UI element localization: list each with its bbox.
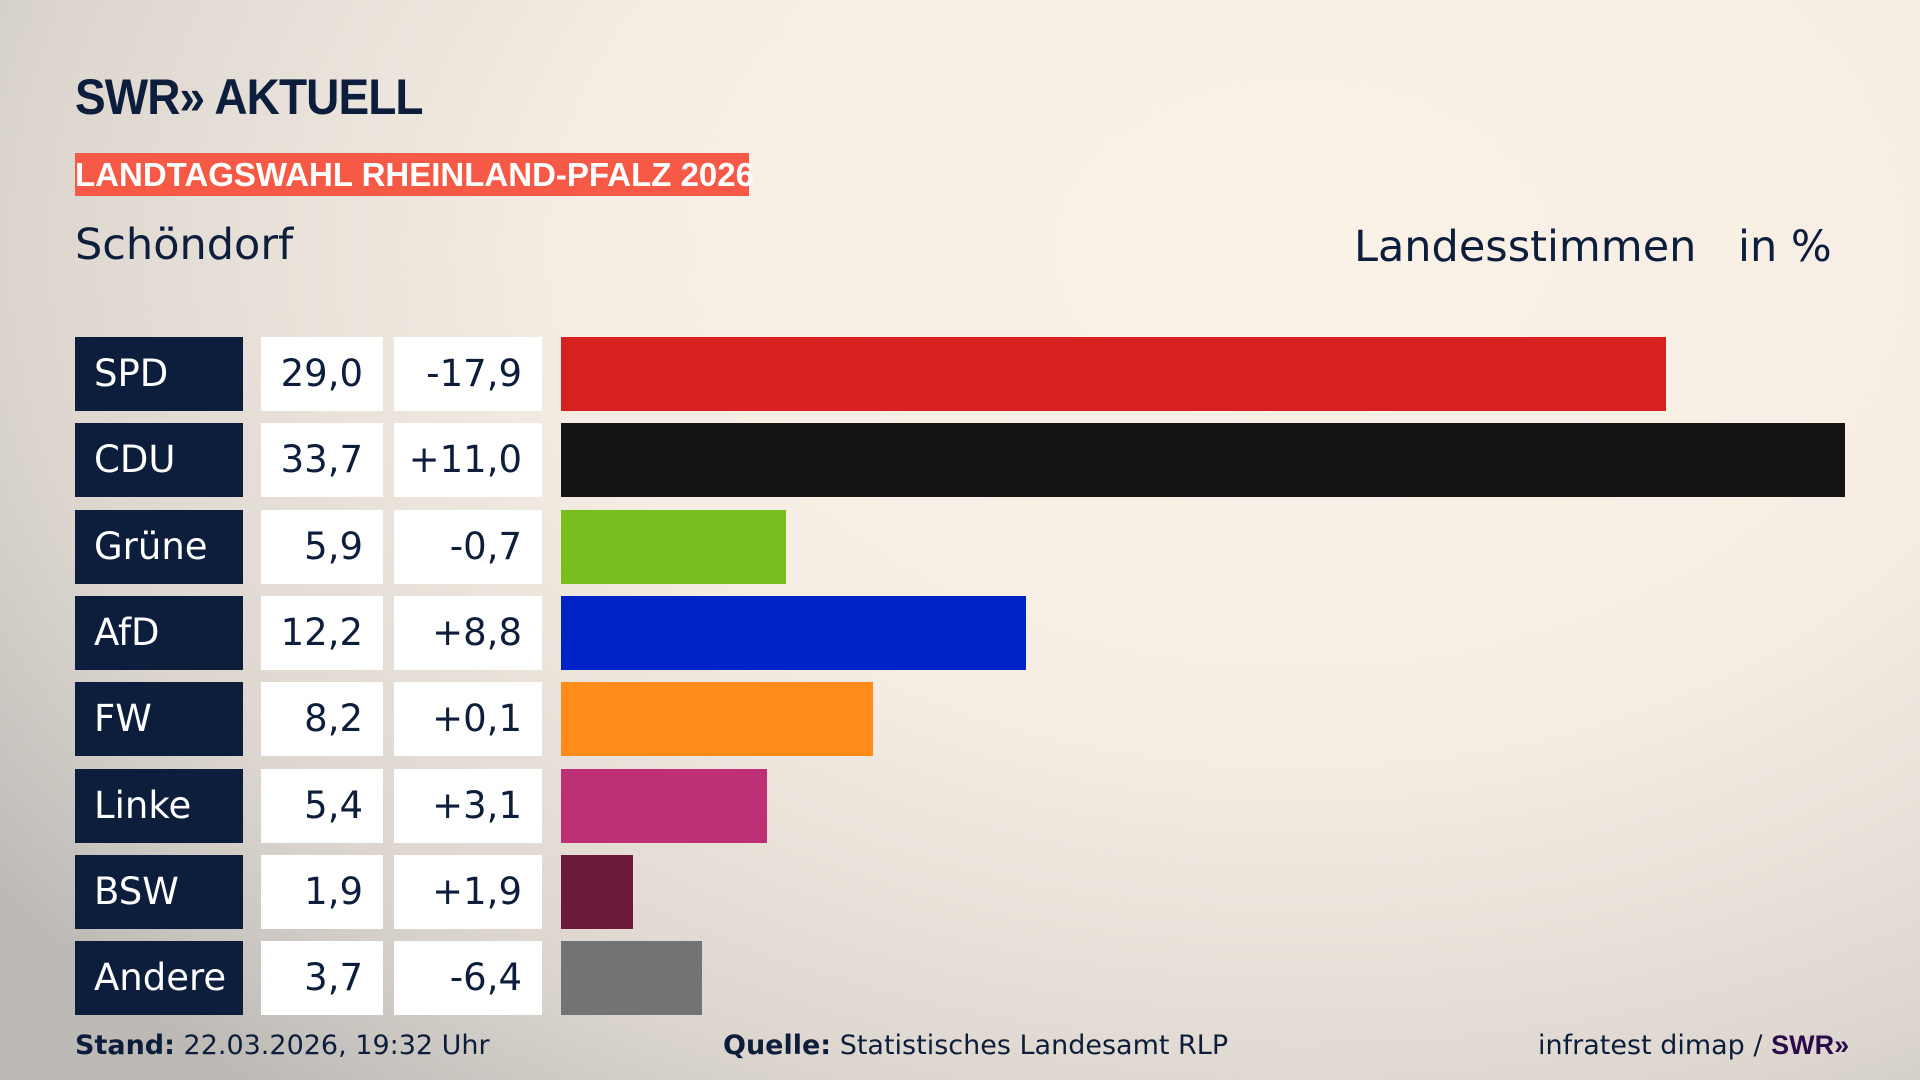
value-label: 29,0 (261, 337, 383, 411)
value-label: 12,2 (261, 596, 383, 670)
place-title: Schöndorf (75, 220, 294, 270)
party-label: SPD (75, 337, 243, 411)
diff-label: +8,8 (394, 596, 542, 670)
party-label: BSW (75, 855, 243, 929)
source: Quelle: Statistisches Landesamt RLP (723, 1030, 1228, 1061)
bar-bsw (561, 855, 634, 929)
diff-label: +3,1 (394, 769, 542, 843)
party-label: Andere (75, 941, 243, 1015)
source-label: Quelle: (723, 1030, 832, 1061)
timestamp: Stand: 22.03.2026, 19:32 Uhr (75, 1030, 490, 1061)
value-label: 33,7 (261, 423, 383, 497)
bar-grüne (561, 510, 786, 584)
swr-logo-small: SWR» (1771, 1030, 1850, 1060)
diff-label: +11,0 (394, 423, 542, 497)
stand-value: 22.03.2026, 19:32 Uhr (183, 1030, 490, 1061)
election-banner: LANDTAGSWAHL RHEINLAND-PFALZ 2026 (75, 153, 754, 196)
party-label: CDU (75, 423, 243, 497)
credit: infratest dimap / SWR» (1538, 1030, 1849, 1061)
credit-text: infratest dimap / (1538, 1030, 1772, 1061)
value-label: 8,2 (261, 682, 383, 756)
swr-aktuell-logo: SWR» AKTUELL (75, 69, 423, 125)
party-label: Linke (75, 769, 243, 843)
diff-label: -17,9 (394, 337, 542, 411)
value-label: 5,9 (261, 510, 383, 584)
source-value: Statistisches Landesamt RLP (839, 1030, 1229, 1061)
bar-afd (561, 596, 1026, 670)
unit-label: in % (1738, 222, 1832, 272)
bar-andere (561, 941, 702, 1015)
value-label: 3,7 (261, 941, 383, 1015)
bar-linke (561, 769, 767, 843)
value-label: 5,4 (261, 769, 383, 843)
party-label: Grüne (75, 510, 243, 584)
diff-label: +0,1 (394, 682, 542, 756)
value-label: 1,9 (261, 855, 383, 929)
bar-cdu (561, 423, 1845, 497)
bar-fw (561, 682, 874, 756)
diff-label: -0,7 (394, 510, 542, 584)
diff-label: +1,9 (394, 855, 542, 929)
party-label: AfD (75, 596, 243, 670)
party-label: FW (75, 682, 243, 756)
diff-label: -6,4 (394, 941, 542, 1015)
stand-label: Stand: (75, 1030, 175, 1061)
bar-spd (561, 337, 1666, 411)
measure-label: Landesstimmen (1354, 222, 1697, 272)
